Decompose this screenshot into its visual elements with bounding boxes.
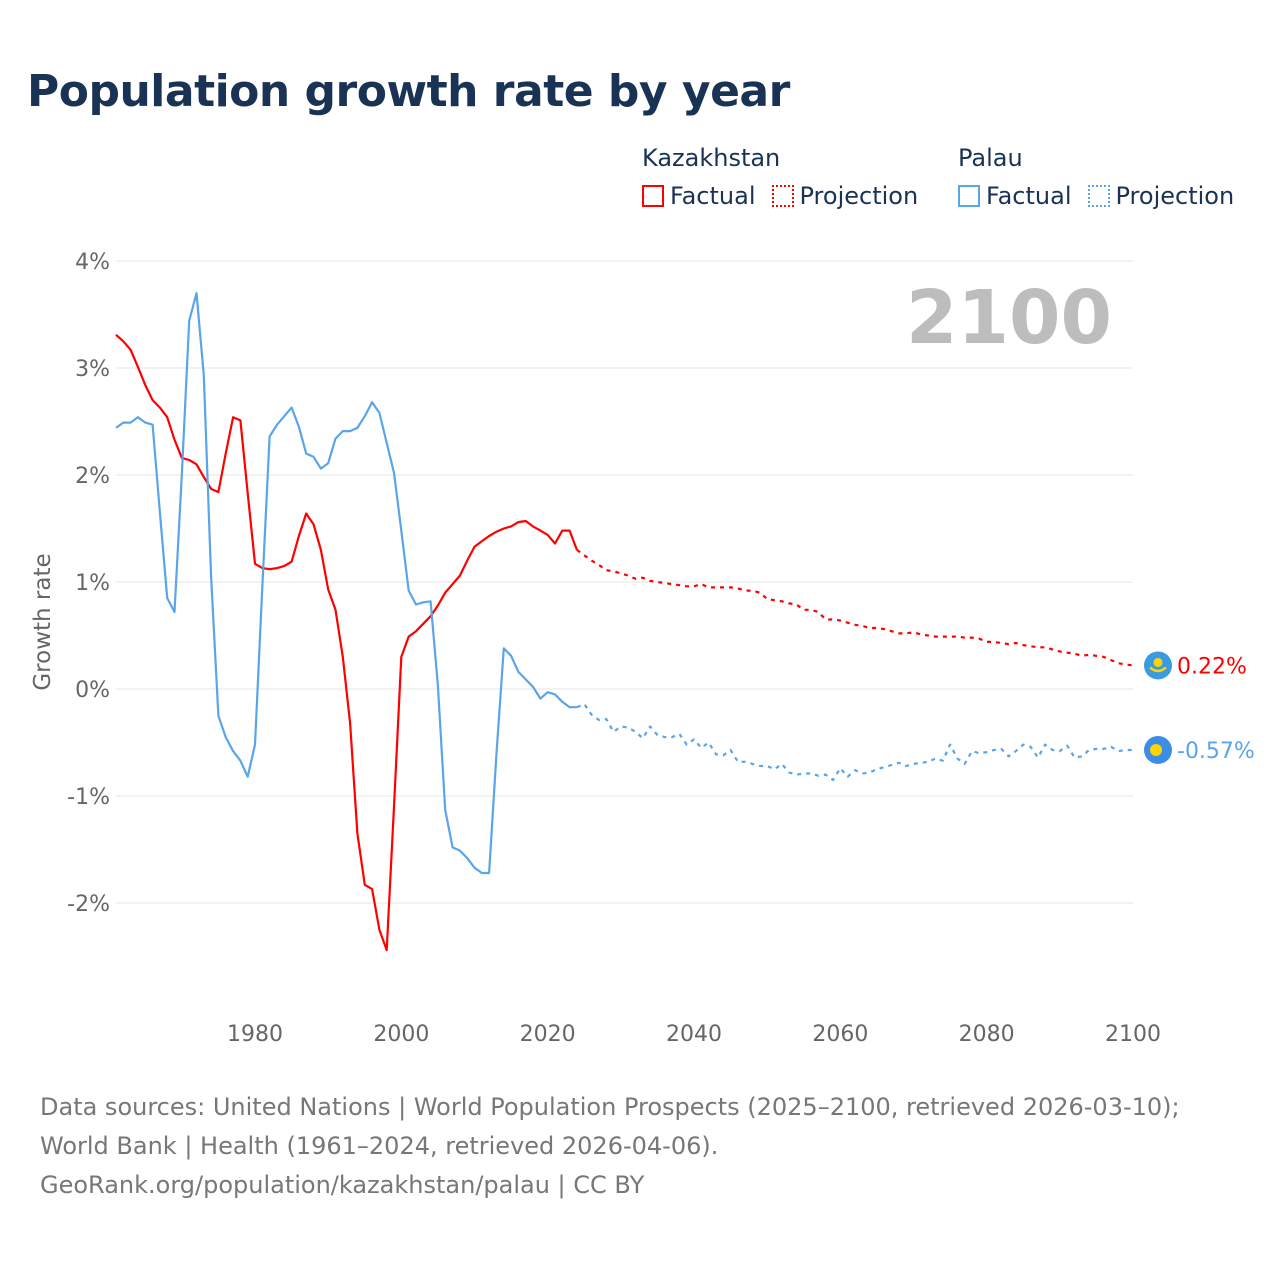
legend-swatch-solid [958, 185, 980, 207]
x-tick-label: 2060 [812, 1022, 868, 1047]
legend-group-name: Palau [958, 144, 1023, 172]
x-tick-label: 1980 [227, 1022, 283, 1047]
legend-group-kazakhstan: Kazakhstan Factual Projection [642, 144, 918, 210]
kazakhstan-flag-icon [1144, 651, 1172, 680]
legend-swatch-solid [642, 185, 664, 207]
legend-palau-factual[interactable]: Factual [958, 182, 1072, 210]
x-tick-label: 2000 [373, 1022, 429, 1047]
legend-label: Projection [1115, 182, 1235, 210]
chart: 4% 3% 2% 1% 0% -1% -2% 1980 2000 2020 2040 2060 2080… [30, 250, 1255, 1047]
end-value-label: 0.22% [1177, 654, 1247, 679]
x-tick-label: 2080 [959, 1022, 1015, 1047]
legend-label: Factual [670, 182, 756, 210]
legend-group-palau: Palau Factual Projection [958, 144, 1234, 210]
page-title: Population growth rate by year [27, 66, 790, 117]
y-tick-label: 4% [75, 250, 110, 275]
footer: Data sources: United Nations | World Pop… [40, 1088, 1240, 1205]
data-sources: Data sources: United Nations | World Pop… [40, 1093, 1180, 1160]
series-line-palau-projection[interactable] [576, 702, 1133, 782]
legend-group-name: Kazakhstan [642, 144, 781, 172]
attribution-link[interactable]: GeoRank.org/population/kazakhstan/palau … [40, 1171, 645, 1199]
palau-flag-icon [1144, 735, 1172, 764]
y-tick-label: 3% [75, 357, 110, 382]
y-tick-label: 0% [75, 678, 110, 703]
y-tick-label: -2% [67, 892, 110, 917]
legend-kazakhstan-factual[interactable]: Factual [642, 182, 756, 210]
y-tick-label: 1% [75, 571, 110, 596]
year-overlay: 2100 [906, 275, 1112, 361]
x-tick-label: 2040 [666, 1022, 722, 1047]
end-value-label: -0.57% [1177, 739, 1255, 764]
legend-swatch-dotted [771, 185, 794, 207]
x-tick-label: 2100 [1105, 1022, 1161, 1047]
series-line-kazakhstan-factual[interactable] [115, 333, 578, 952]
y-tick-label: -1% [67, 785, 110, 810]
y-tick-label: 2% [75, 464, 110, 489]
legend-label: Factual [986, 182, 1072, 210]
legend-swatch-dotted [1087, 185, 1110, 207]
legend-kazakhstan-projection[interactable]: Projection [771, 182, 919, 210]
series-line-kazakhstan-projection[interactable] [576, 549, 1134, 667]
y-axis-label: Growth rate [30, 553, 56, 690]
series-line-palau-factual[interactable] [115, 292, 577, 875]
legend-label: Projection [799, 182, 919, 210]
legend-palau-projection[interactable]: Projection [1087, 182, 1235, 210]
x-tick-label: 2020 [520, 1022, 576, 1047]
